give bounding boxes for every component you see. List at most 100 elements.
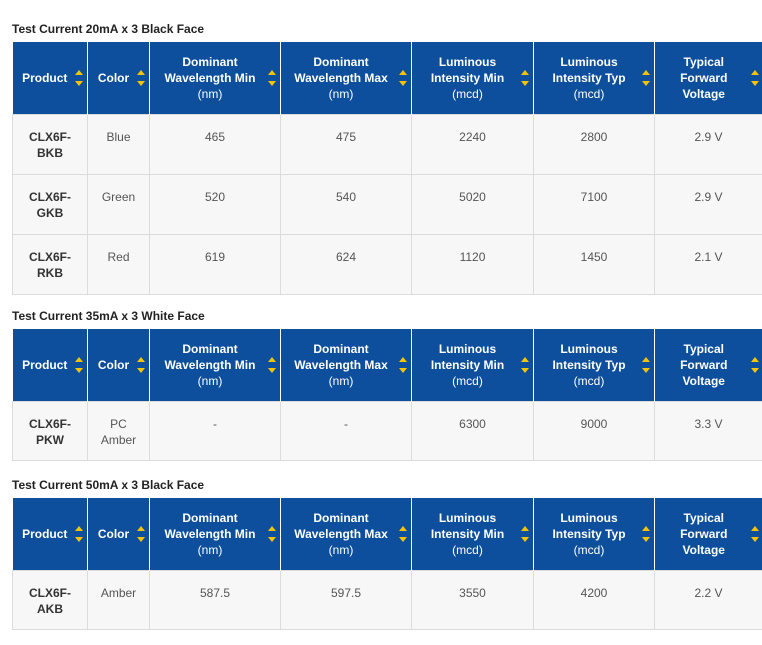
sort-arrows-icon[interactable] xyxy=(399,356,407,374)
cell-forward-voltage: 2.2 V xyxy=(654,570,762,630)
header-unit: (nm) xyxy=(328,543,354,557)
cell-color: Amber xyxy=(87,570,150,630)
header-label: Dominant Wavelength Max xyxy=(294,342,388,372)
cell-luminous-typ: 7100 xyxy=(533,174,655,235)
cell-luminous-min: 6300 xyxy=(411,401,534,461)
sort-arrows-icon[interactable] xyxy=(268,69,276,87)
header-forward-voltage[interactable]: Typical Forward Voltage xyxy=(654,498,762,571)
header-row: Product Color Dominant Wavelength Min (nm… xyxy=(12,42,762,115)
header-label: Typical Forward Voltage xyxy=(680,342,728,388)
header-luminous-min[interactable]: Luminous Intensity Min (mcd) xyxy=(411,498,534,571)
sort-arrows-icon[interactable] xyxy=(750,525,759,543)
header-forward-voltage[interactable]: Typical Forward Voltage xyxy=(654,329,762,402)
cell-dominant-max: - xyxy=(280,401,412,461)
header-luminous-typ[interactable]: Luminous Intensity Typ (mcd) xyxy=(533,42,655,115)
sort-arrows-icon[interactable] xyxy=(750,69,759,87)
cell-dominant-min: - xyxy=(149,401,281,461)
sort-arrows-icon[interactable] xyxy=(75,525,83,543)
section-title-1: Test Current 20mA x 3 Black Face xyxy=(12,22,205,36)
header-dominant-min[interactable]: Dominant Wavelength Min (nm) xyxy=(149,498,281,571)
cell-product: CLX6F- AKB xyxy=(12,570,88,630)
spec-table-2: Product Color Dominant Wavelength Min (nm… xyxy=(12,329,762,461)
header-label: Typical Forward Voltage xyxy=(680,511,728,557)
cell-product: CLX6F- BKB xyxy=(12,114,88,175)
sort-arrows-icon[interactable] xyxy=(521,69,529,87)
header-label: Dominant Wavelength Min xyxy=(164,511,256,541)
header-unit: (mcd) xyxy=(452,374,483,388)
header-dominant-max[interactable]: Dominant Wavelength Max (nm) xyxy=(280,329,412,402)
header-unit: (nm) xyxy=(197,374,223,388)
table-row: CLX6F- AKB Amber 587.5 597.5 3550 4200 2… xyxy=(12,570,762,630)
sort-arrows-icon[interactable] xyxy=(137,525,145,543)
header-label: Luminous Intensity Typ xyxy=(552,342,626,372)
header-color[interactable]: Color xyxy=(87,498,150,571)
header-product[interactable]: Product xyxy=(12,498,88,571)
sort-arrows-icon[interactable] xyxy=(268,356,276,374)
cell-dominant-max: 540 xyxy=(280,174,412,235)
header-dominant-min[interactable]: Dominant Wavelength Min (nm) xyxy=(149,42,281,115)
cell-dominant-min: 619 xyxy=(149,234,281,295)
cell-dominant-min: 587.5 xyxy=(149,570,281,630)
cell-dominant-max: 475 xyxy=(280,114,412,175)
header-product[interactable]: Product xyxy=(12,42,88,115)
cell-dominant-max: 597.5 xyxy=(280,570,412,630)
header-dominant-max[interactable]: Dominant Wavelength Max (nm) xyxy=(280,498,412,571)
header-label: Dominant Wavelength Max xyxy=(294,55,388,85)
cell-luminous-min: 5020 xyxy=(411,174,534,235)
sort-arrows-icon[interactable] xyxy=(642,69,650,87)
cell-forward-voltage: 3.3 V xyxy=(654,401,762,461)
header-label: Luminous Intensity Typ xyxy=(552,511,626,541)
header-color[interactable]: Color xyxy=(87,42,150,115)
table-row: CLX6F- GKB Green 520 540 5020 7100 2.9 V xyxy=(12,174,762,235)
header-dominant-min[interactable]: Dominant Wavelength Min (nm) xyxy=(149,329,281,402)
cell-luminous-typ: 9000 xyxy=(533,401,655,461)
header-label: Typical Forward Voltage xyxy=(680,55,728,101)
cell-luminous-min: 1120 xyxy=(411,234,534,295)
header-unit: (mcd) xyxy=(452,87,483,101)
header-label: Dominant Wavelength Max xyxy=(294,511,388,541)
sort-arrows-icon[interactable] xyxy=(521,525,529,543)
sort-arrows-icon[interactable] xyxy=(750,356,759,374)
header-forward-voltage[interactable]: Typical Forward Voltage xyxy=(654,42,762,115)
sort-arrows-icon[interactable] xyxy=(399,525,407,543)
sort-arrows-icon[interactable] xyxy=(137,356,145,374)
header-unit: (mcd) xyxy=(452,543,483,557)
sort-arrows-icon[interactable] xyxy=(75,356,83,374)
table-row: CLX6F- BKB Blue 465 475 2240 2800 2.9 V xyxy=(12,114,762,175)
header-label: Color xyxy=(97,527,130,541)
section-title-3: Test Current 50mA x 3 Black Face xyxy=(12,478,205,492)
sort-arrows-icon[interactable] xyxy=(521,356,529,374)
sort-arrows-icon[interactable] xyxy=(75,69,83,87)
cell-color: PC Amber xyxy=(87,401,150,461)
cell-color: Blue xyxy=(87,114,150,175)
header-label: Product xyxy=(22,527,68,541)
section-title-2: Test Current 35mA x 3 White Face xyxy=(12,309,205,323)
header-label: Luminous Intensity Min xyxy=(430,511,505,541)
sort-arrows-icon[interactable] xyxy=(268,525,276,543)
header-label: Dominant Wavelength Min xyxy=(164,55,256,85)
header-row: Product Color Dominant Wavelength Min (nm… xyxy=(12,498,762,571)
cell-product: CLX6F- GKB xyxy=(12,174,88,235)
header-row: Product Color Dominant Wavelength Min (nm… xyxy=(12,329,762,402)
header-luminous-typ[interactable]: Luminous Intensity Typ (mcd) xyxy=(533,329,655,402)
spec-table-3: Product Color Dominant Wavelength Min (nm… xyxy=(12,498,762,630)
cell-luminous-typ: 2800 xyxy=(533,114,655,175)
sort-arrows-icon[interactable] xyxy=(642,525,650,543)
header-product[interactable]: Product xyxy=(12,329,88,402)
cell-dominant-max: 624 xyxy=(280,234,412,295)
header-color[interactable]: Color xyxy=(87,329,150,402)
sort-arrows-icon[interactable] xyxy=(642,356,650,374)
cell-luminous-typ: 1450 xyxy=(533,234,655,295)
header-label: Luminous Intensity Min xyxy=(430,342,505,372)
sort-arrows-icon[interactable] xyxy=(137,69,145,87)
header-dominant-max[interactable]: Dominant Wavelength Max (nm) xyxy=(280,42,412,115)
header-luminous-min[interactable]: Luminous Intensity Min (mcd) xyxy=(411,329,534,402)
cell-luminous-min: 3550 xyxy=(411,570,534,630)
cell-luminous-typ: 4200 xyxy=(533,570,655,630)
cell-dominant-min: 465 xyxy=(149,114,281,175)
cell-forward-voltage: 2.9 V xyxy=(654,174,762,235)
cell-color: Green xyxy=(87,174,150,235)
header-luminous-min[interactable]: Luminous Intensity Min (mcd) xyxy=(411,42,534,115)
header-luminous-typ[interactable]: Luminous Intensity Typ (mcd) xyxy=(533,498,655,571)
sort-arrows-icon[interactable] xyxy=(399,69,407,87)
